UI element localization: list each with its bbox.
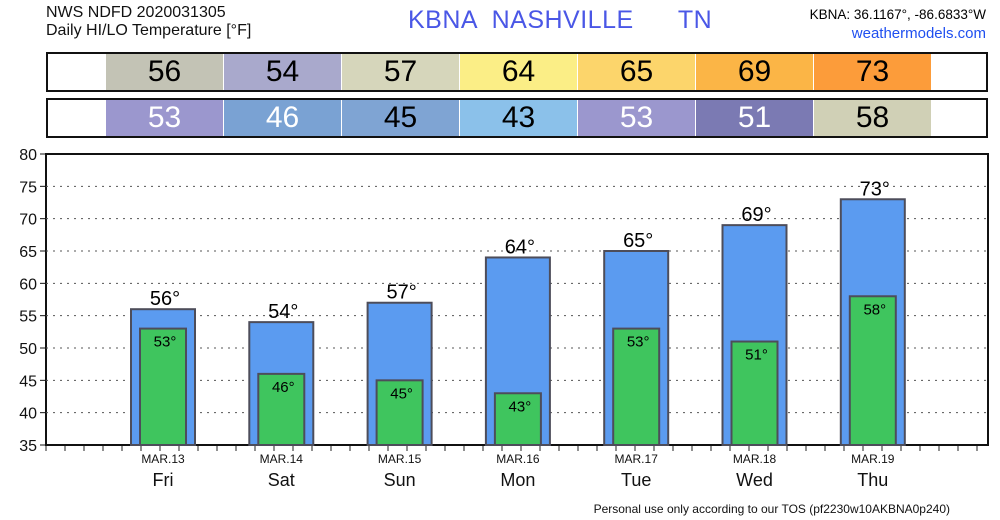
date-label: MAR.17: [615, 452, 659, 466]
day-label: Mon: [500, 470, 535, 490]
hi-data-label: 64°: [505, 236, 535, 258]
lo-data-label: 53°: [154, 334, 177, 351]
date-label: MAR.19: [851, 452, 895, 466]
station-info: KBNA: 36.1167°, -86.6833°W weathermodels…: [810, 5, 986, 43]
hi-temperature-row: 56 54 57 64 65 69 73: [46, 52, 988, 92]
y-tick-label: 40: [19, 406, 37, 423]
date-label: MAR.14: [260, 452, 304, 466]
lo-value-cell: 46: [224, 100, 341, 136]
lo-value-cell: 53: [106, 100, 223, 136]
hi-data-label: 65°: [623, 230, 653, 252]
day-label: Tue: [621, 470, 651, 490]
lo-data-label: 43°: [509, 398, 532, 415]
hi-data-label: 56°: [150, 288, 180, 310]
lo-data-label: 53°: [627, 334, 650, 351]
y-tick-label: 75: [19, 179, 37, 196]
day-label: Thu: [857, 470, 888, 490]
lo-bar: [730, 340, 779, 447]
temperature-chart: 35 40 45 50 55 60 65 70 75 80 56° 53° MAR.13 Fri 54° 46…: [19, 147, 989, 490]
date-label: MAR.13: [141, 452, 185, 466]
day-label: Fri: [153, 470, 174, 490]
lo-bar: [612, 327, 661, 447]
hi-value-cell: 73: [814, 54, 931, 90]
date-label: MAR.16: [496, 452, 540, 466]
y-tick-label: 60: [19, 276, 37, 293]
tos-footer: Personal use only according to our TOS (…: [593, 502, 950, 516]
lo-temperature-row: 53 46 45 43 53 51 58: [46, 98, 988, 138]
model-run-label: NWS NDFD 2020031305: [46, 4, 226, 21]
lo-bar: [257, 372, 306, 446]
day-label: Sun: [384, 470, 416, 490]
lo-value-cell: 45: [342, 100, 459, 136]
day-label: Sat: [268, 470, 295, 490]
hi-data-label: 73°: [860, 178, 890, 200]
lo-value-cell: 51: [696, 100, 813, 136]
hi-data-label: 69°: [741, 204, 771, 226]
lo-data-label: 46°: [272, 379, 295, 396]
lo-bar: [848, 295, 897, 446]
lo-data-label: 58°: [863, 301, 886, 318]
date-label: MAR.15: [378, 452, 422, 466]
hi-value-cell: 54: [224, 54, 341, 90]
day-label: Wed: [736, 470, 773, 490]
hi-value-cell: 57: [342, 54, 459, 90]
y-tick-label: 50: [19, 341, 37, 358]
lo-value-cell: 43: [460, 100, 577, 136]
lo-bar: [139, 327, 187, 447]
hi-value-cell: 64: [460, 54, 577, 90]
site-link[interactable]: weathermodels.com: [851, 25, 986, 42]
y-tick-label: 70: [19, 212, 37, 229]
hi-data-label: 54°: [268, 301, 298, 323]
chart-info: NWS NDFD 2020031305 Daily HI/LO Temperat…: [46, 4, 251, 40]
y-tick-label: 55: [19, 309, 37, 326]
station-title: KBNA NASHVILLE TN: [408, 6, 713, 34]
hi-data-label: 57°: [386, 282, 416, 304]
lo-bar: [493, 392, 542, 446]
date-label: MAR.18: [733, 452, 777, 466]
lo-data-label: 51°: [745, 347, 768, 364]
lo-data-label: 45°: [390, 385, 413, 402]
y-tick-label: 80: [19, 147, 37, 164]
hi-value-cell: 69: [696, 54, 813, 90]
hi-value-cell: 56: [106, 54, 223, 90]
y-tick-label: 45: [19, 373, 37, 390]
lo-value-cell: 53: [578, 100, 695, 136]
y-tick-label: 35: [19, 438, 37, 455]
station-coords: KBNA: 36.1167°, -86.6833°W: [809, 7, 986, 22]
lo-bar: [375, 379, 424, 446]
chart-title: Daily HI/LO Temperature [°F]: [46, 22, 252, 39]
y-tick-label: 65: [19, 244, 37, 261]
lo-value-cell: 58: [814, 100, 931, 136]
hi-value-cell: 65: [578, 54, 695, 90]
